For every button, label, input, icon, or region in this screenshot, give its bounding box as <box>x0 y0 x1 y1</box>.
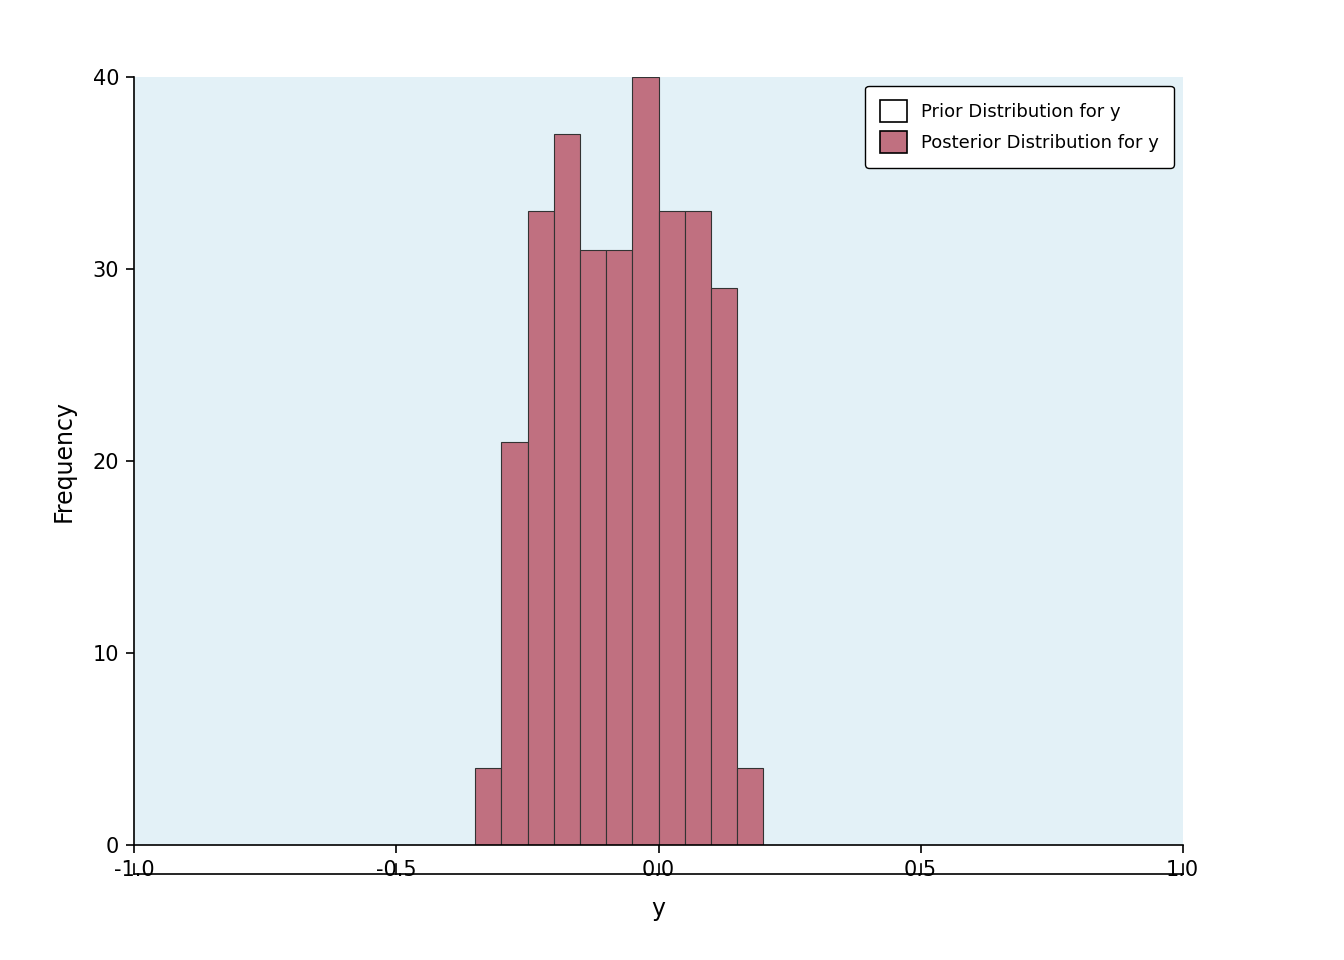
Bar <box>737 768 763 845</box>
Bar <box>632 77 659 845</box>
Bar <box>474 768 501 845</box>
Bar <box>659 211 684 845</box>
Bar <box>606 250 632 845</box>
Legend: Prior Distribution for y, Posterior Distribution for y: Prior Distribution for y, Posterior Dist… <box>866 85 1173 168</box>
Bar <box>527 211 554 845</box>
Bar <box>579 250 606 845</box>
X-axis label: y: y <box>652 897 665 921</box>
Bar <box>554 134 579 845</box>
Bar <box>711 288 737 845</box>
Bar <box>684 211 711 845</box>
Y-axis label: Frequency: Frequency <box>52 399 77 522</box>
Bar <box>501 442 527 845</box>
